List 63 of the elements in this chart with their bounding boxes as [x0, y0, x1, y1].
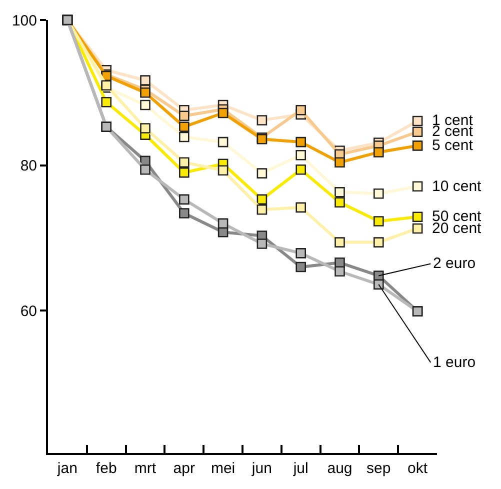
point — [412, 140, 423, 151]
x-tick-label: jun — [250, 460, 272, 477]
y-tick-label: 60 — [20, 302, 37, 320]
point — [179, 122, 190, 132]
point — [412, 212, 423, 222]
point — [140, 123, 150, 134]
x-tick-label: mei — [210, 460, 236, 477]
point — [218, 108, 228, 118]
point — [179, 194, 190, 205]
x-tick-label: mrt — [134, 460, 157, 477]
point — [334, 266, 345, 277]
point — [334, 237, 345, 248]
point — [296, 248, 306, 258]
point — [256, 115, 268, 126]
series-label: 5 cent — [432, 137, 474, 154]
point — [334, 197, 345, 208]
x-tick-label: apr — [173, 460, 195, 477]
point — [140, 164, 150, 175]
point — [256, 168, 268, 178]
point — [374, 216, 384, 226]
point — [296, 136, 306, 148]
y-tick-label: 80 — [20, 158, 37, 175]
point — [179, 110, 190, 122]
point — [140, 75, 150, 86]
point — [374, 188, 384, 199]
point — [296, 150, 306, 160]
x-tick-label: jul — [292, 460, 308, 477]
x-tick-label: aug — [327, 460, 352, 477]
text: 1 euro — [433, 354, 476, 371]
point — [334, 157, 345, 168]
point — [412, 116, 423, 126]
point — [179, 157, 190, 168]
point — [296, 104, 306, 116]
point — [101, 96, 112, 108]
point — [179, 132, 190, 142]
x-tick-label: feb — [96, 460, 117, 477]
series-label: 20 cent — [432, 220, 482, 237]
point — [296, 202, 306, 213]
point — [218, 165, 228, 176]
point — [296, 164, 306, 175]
point — [412, 181, 423, 192]
x-tick-label: okt — [408, 460, 428, 477]
point — [374, 237, 384, 248]
point — [256, 194, 268, 205]
point — [218, 218, 228, 229]
point — [296, 262, 306, 272]
point — [140, 88, 150, 98]
point — [256, 204, 268, 215]
x-tick-label: jan — [56, 460, 78, 477]
point — [412, 223, 423, 234]
point — [179, 167, 190, 178]
point — [374, 147, 384, 158]
point — [412, 126, 423, 138]
text: 2 euro — [433, 255, 476, 272]
point — [374, 279, 384, 290]
x-tick-label: sep — [366, 460, 391, 477]
point — [179, 208, 190, 218]
point — [140, 100, 150, 110]
point — [256, 238, 268, 249]
series-label: 10 cent — [432, 178, 482, 195]
point — [334, 187, 345, 198]
y-tick-label: 100 — [12, 12, 37, 30]
point — [218, 136, 228, 148]
